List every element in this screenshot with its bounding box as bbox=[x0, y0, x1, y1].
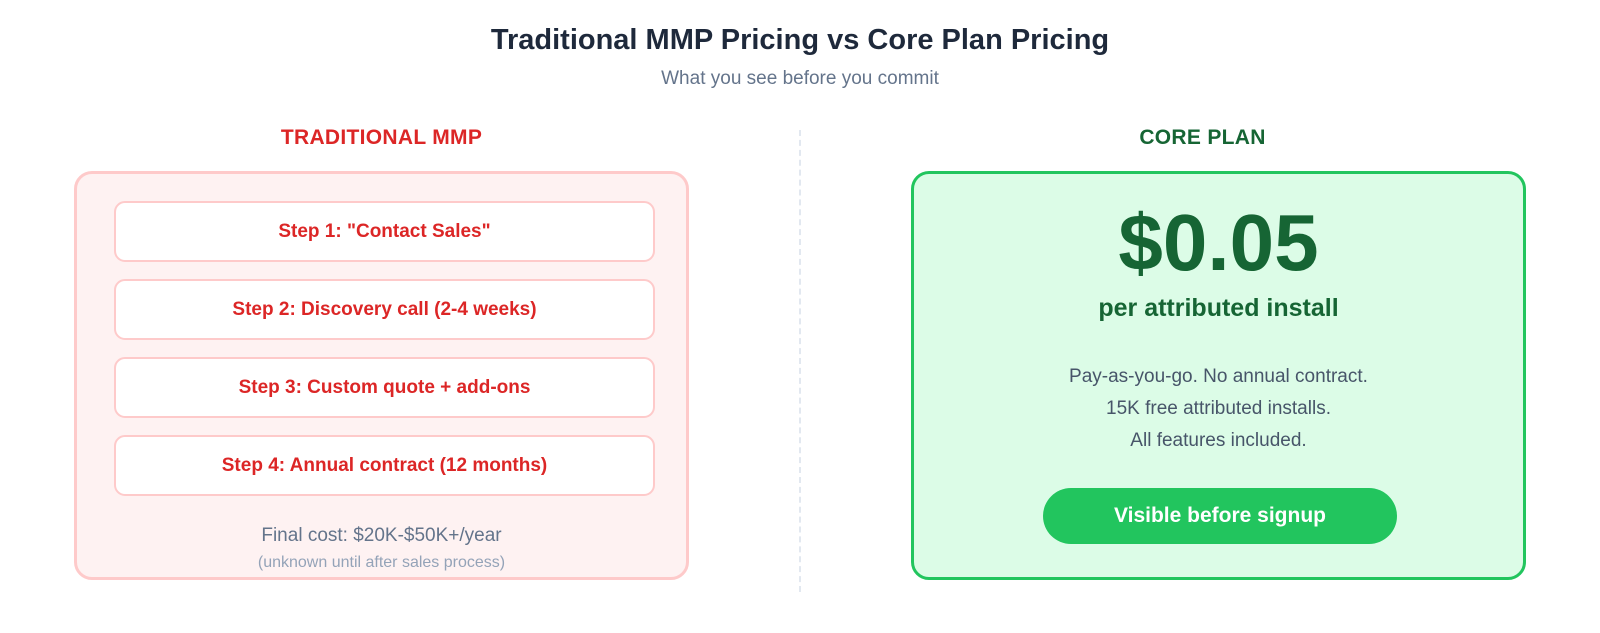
price: $0.05 bbox=[1118, 198, 1319, 287]
feature-line-3: All features included. bbox=[1130, 430, 1307, 451]
page-subtitle: What you see before you commit bbox=[661, 68, 939, 89]
final-cost: Final cost: $20K-$50K+/year bbox=[261, 525, 502, 546]
visible-before-signup-button[interactable]: Visible before signup bbox=[1043, 488, 1397, 544]
final-cost-note: (unknown until after sales process) bbox=[257, 554, 506, 571]
step-box-3: Step 3: Custom quote + add-ons bbox=[114, 357, 655, 418]
page-title: Traditional MMP Pricing vs Core Plan Pri… bbox=[490, 24, 1110, 56]
feature-line-2: 15K free attributed installs. bbox=[1106, 398, 1331, 419]
traditional-panel: Step 1: "Contact Sales" Step 2: Discover… bbox=[74, 171, 689, 580]
step-box-4: Step 4: Annual contract (12 months) bbox=[114, 435, 655, 496]
traditional-heading: TRADITIONAL MMP bbox=[280, 126, 483, 149]
core-plan-panel: $0.05 per attributed install Pay-as-you-… bbox=[911, 171, 1526, 580]
step-box-2: Step 2: Discovery call (2-4 weeks) bbox=[114, 279, 655, 340]
price-unit: per attributed install bbox=[1098, 294, 1339, 322]
column-divider bbox=[799, 130, 801, 592]
core-plan-heading: CORE PLAN bbox=[1139, 126, 1266, 149]
feature-line-1: Pay-as-you-go. No annual contract. bbox=[1069, 366, 1368, 387]
step-box-1: Step 1: "Contact Sales" bbox=[114, 201, 655, 262]
